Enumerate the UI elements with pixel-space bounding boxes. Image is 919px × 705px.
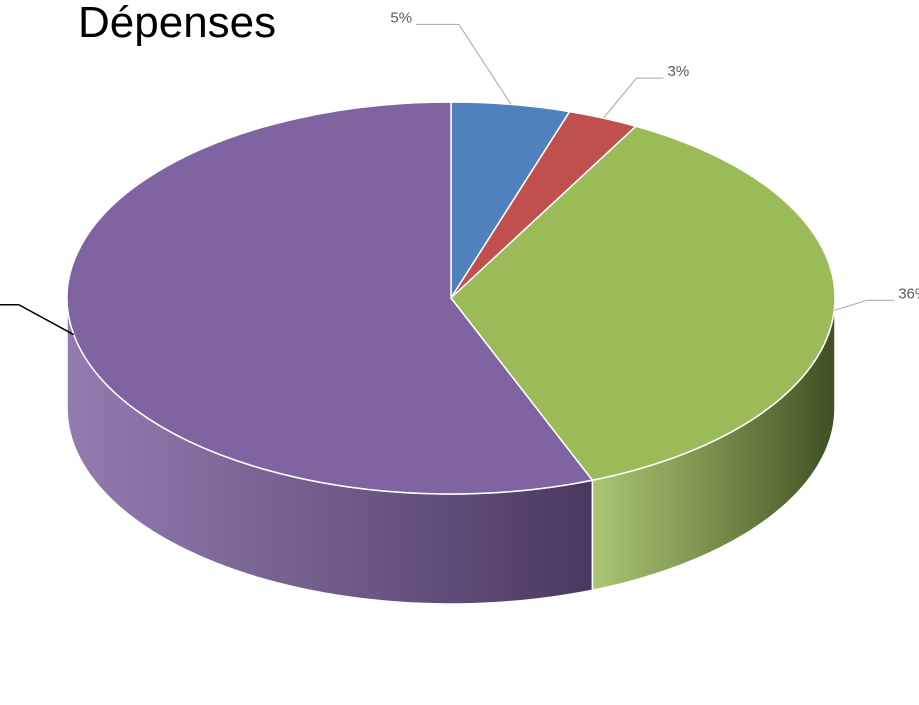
leader-line xyxy=(603,77,664,119)
pie-labels: 5%3%36%56% xyxy=(0,9,919,336)
data-label: 36% xyxy=(898,285,919,302)
pie-slice-56pct xyxy=(66,101,594,495)
leader-line xyxy=(0,303,75,336)
chart-title: Dépenses xyxy=(78,0,277,47)
pie-top xyxy=(66,101,836,495)
data-label: 5% xyxy=(390,9,412,26)
leader-line xyxy=(416,23,512,105)
data-label: 3% xyxy=(668,63,690,80)
leader-line xyxy=(834,299,895,311)
